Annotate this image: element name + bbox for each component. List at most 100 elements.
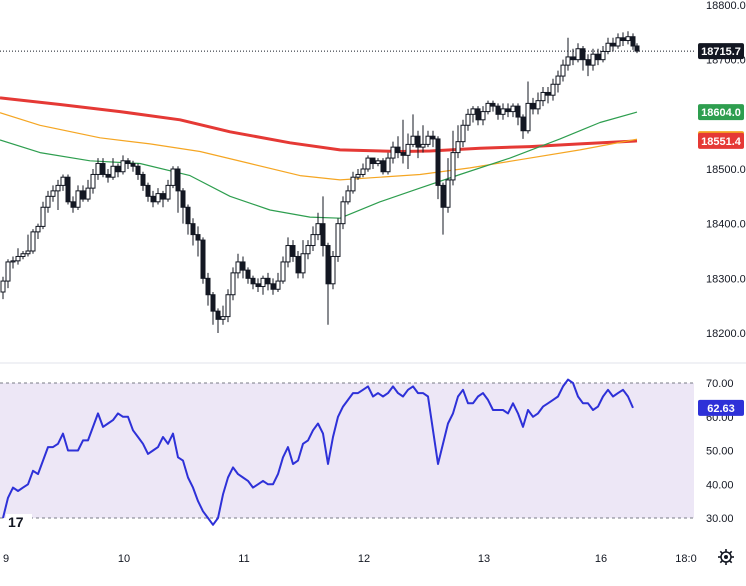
candle-bull <box>450 152 456 181</box>
candle-bull <box>355 173 361 178</box>
candle-bear <box>150 195 156 203</box>
price-badge: 18551.4 <box>698 132 744 149</box>
candle-bull <box>600 50 606 61</box>
candle-bull <box>230 272 236 296</box>
candle-bull <box>95 163 101 175</box>
rsi-tick-label: 40.00 <box>706 479 734 491</box>
candle-bear <box>580 48 586 61</box>
candle-bear <box>160 193 166 200</box>
candle-bear <box>240 261 246 271</box>
candle-bull <box>425 135 431 145</box>
candle-bull <box>0 280 6 293</box>
price-badge-bg <box>698 43 744 60</box>
price-tick-label: 18800.0 <box>706 0 746 12</box>
candle-bear <box>270 283 276 290</box>
x-tick-label: 10 <box>118 553 130 565</box>
candle-bear <box>585 59 591 66</box>
gear-icon[interactable] <box>718 549 734 565</box>
candle-bull <box>75 190 81 208</box>
candle-bear <box>380 160 386 173</box>
candle-bear <box>515 105 521 118</box>
candle-bull <box>390 146 396 159</box>
price-badge-label: 18604.0 <box>701 107 741 119</box>
price-badge: 18715.7 <box>698 43 744 60</box>
price-badge-bg <box>698 104 744 121</box>
candle-bull <box>25 250 31 255</box>
candle-bear <box>495 105 501 115</box>
candle-bull <box>165 184 171 200</box>
candle-bull <box>275 280 281 290</box>
x-axis: 9 10 11 12 13 16 18:0 <box>3 553 697 565</box>
candle-bear <box>215 310 221 320</box>
candle-bull <box>85 187 91 200</box>
candle-bear <box>325 245 331 285</box>
gear-hub <box>724 555 728 559</box>
candle-bull <box>285 245 291 263</box>
candle-bear <box>135 165 141 175</box>
candle-bull <box>500 108 506 115</box>
tradingview-logo[interactable]: 17 <box>6 514 32 530</box>
candle-bull <box>540 91 546 102</box>
candle-bull <box>625 36 631 42</box>
candle-bull <box>40 206 46 227</box>
axes: 18800.018700.018500.018400.018300.018200… <box>0 0 746 525</box>
ema-line <box>0 112 638 181</box>
candle-bear <box>490 102 496 107</box>
rsi-badge-bg <box>698 399 744 416</box>
x-tick-label: 18:0 <box>675 553 696 565</box>
candle-bear <box>505 108 511 113</box>
x-tick-label: 16 <box>595 553 607 565</box>
price-badge-bg <box>698 132 744 149</box>
candle-bull <box>360 168 366 175</box>
candle-bull <box>235 261 241 274</box>
candle-bull <box>590 53 596 66</box>
candle-bull <box>465 113 471 126</box>
candle-bear <box>185 206 191 225</box>
x-tick-label: 9 <box>3 553 9 565</box>
candle-bear <box>255 283 261 288</box>
candle-bear <box>545 91 551 96</box>
candle-bear <box>620 37 626 42</box>
candle-bear <box>200 239 206 279</box>
candle-bull <box>305 245 311 255</box>
candle-bull <box>335 223 341 257</box>
candle-bear <box>175 168 181 192</box>
candle-bull <box>575 48 581 61</box>
candle-bull <box>485 102 491 113</box>
candle-bear <box>630 36 636 47</box>
candle-bear <box>145 184 151 197</box>
candle-bear <box>115 165 121 173</box>
candle-bull <box>55 184 61 192</box>
candle-bull <box>365 157 371 170</box>
candle-bull <box>310 234 316 247</box>
candle-bear <box>125 160 131 165</box>
price-badge-label: 18551.4 <box>701 136 742 148</box>
price-pane[interactable] <box>0 31 694 333</box>
candle-bear <box>250 277 256 285</box>
rsi-badge-label: 62.63 <box>707 403 735 415</box>
candle-bull <box>10 260 16 263</box>
candle-bear <box>70 201 76 208</box>
candle-bear <box>634 45 640 52</box>
candle-bull <box>45 195 51 208</box>
candle-bear <box>290 245 296 257</box>
candle-bear <box>130 163 136 167</box>
candle-bull <box>565 56 571 66</box>
candle-bull <box>605 42 611 52</box>
candle-bear <box>400 152 406 156</box>
candle-bear <box>265 277 271 285</box>
candle-bull <box>60 176 66 186</box>
candle-bear <box>320 223 326 247</box>
price-badge: 18604.0 <box>698 104 744 121</box>
x-tick-label: 13 <box>478 553 490 565</box>
candle-bull <box>225 294 231 318</box>
candle-bull <box>315 223 321 236</box>
candle-bear <box>440 184 446 208</box>
candle-bull <box>30 231 36 252</box>
rsi-pane[interactable] <box>0 378 694 526</box>
candle-bear <box>205 277 211 296</box>
rsi-band <box>0 383 694 518</box>
candle-bull <box>35 225 41 233</box>
